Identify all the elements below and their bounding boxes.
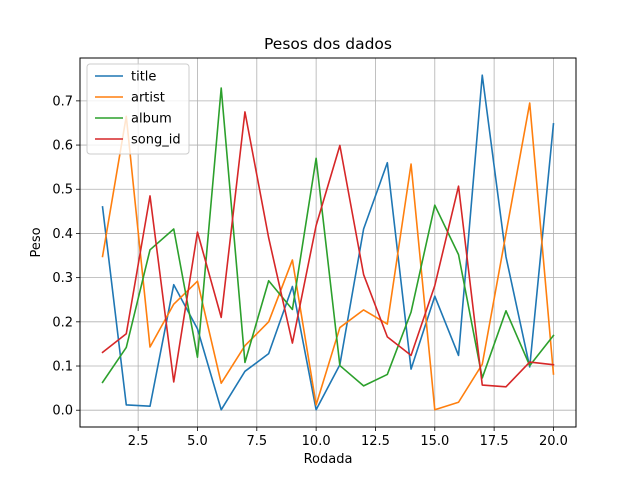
y-axis-label: Peso (29, 227, 44, 257)
y-tick-label: 0.0 (52, 404, 73, 419)
x-axis-label: Rodada (304, 452, 353, 467)
x-tick-label: 20.0 (539, 434, 568, 449)
y-tick-label: 0.7 (52, 94, 73, 109)
x-tick-label: 5.0 (187, 434, 208, 449)
axis-ticks: 2.5 5.0 7.5 10.0 12.5 15.0 17.5 20.0 0.0 0.1 0.2 0.… (52, 94, 568, 449)
x-tick-label: 12.5 (361, 434, 390, 449)
legend-label: album (131, 112, 172, 127)
y-tick-label: 0.1 (52, 360, 73, 375)
legend-label: song_id (131, 133, 181, 148)
series-line-song-id (101, 111, 555, 388)
y-tick-label: 0.6 (52, 139, 73, 154)
y-tick-label: 0.2 (52, 315, 73, 330)
series-line-artist (101, 102, 555, 411)
y-tick-label: 0.4 (52, 227, 73, 242)
legend-label: artist (131, 91, 165, 106)
y-tick-label: 0.5 (52, 183, 73, 198)
x-tick-label: 10.0 (302, 434, 331, 449)
x-tick-label: 7.5 (246, 434, 267, 449)
legend-box (86, 63, 190, 155)
x-tick-label: 15.0 (420, 434, 449, 449)
plot-frame (79, 57, 577, 428)
series-line-title (101, 74, 555, 411)
legend: title artist album song_id (86, 63, 190, 155)
x-tick-label: 2.5 (128, 434, 149, 449)
series-lines (101, 74, 555, 411)
x-tick-label: 17.5 (480, 434, 509, 449)
y-tick-label: 0.3 (52, 271, 73, 286)
legend-label: title (131, 70, 156, 85)
chart-title: Pesos dos dados (264, 35, 392, 53)
